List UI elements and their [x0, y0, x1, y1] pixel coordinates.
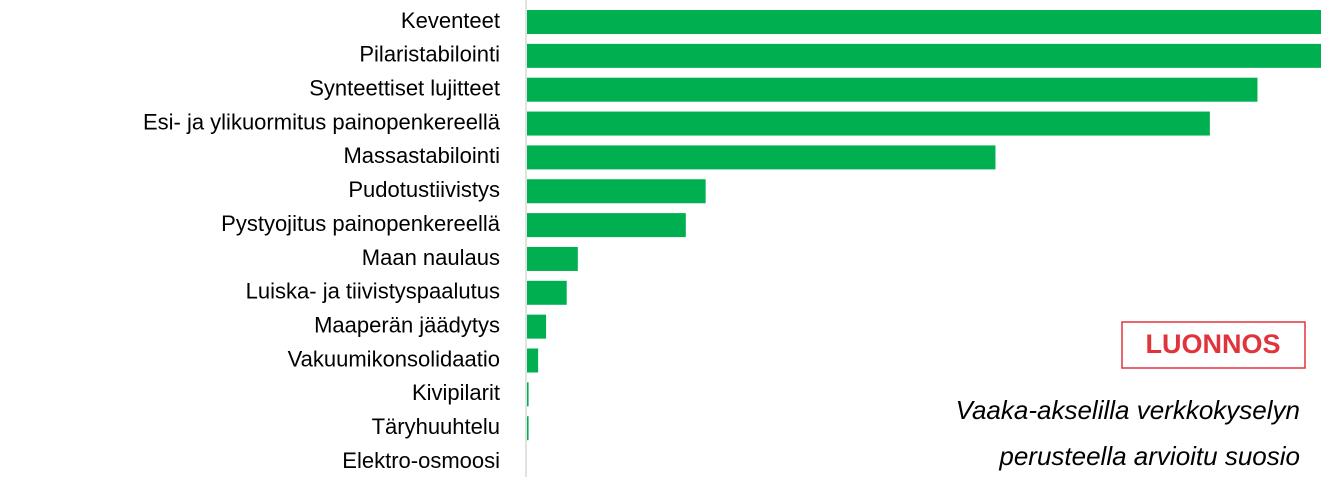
bar	[527, 43, 1321, 68]
bar	[527, 314, 547, 339]
y-tick-label: Keventeet	[401, 8, 500, 33]
bar	[527, 348, 539, 373]
y-tick-label: Luiska- ja tiivistyspaalutus	[246, 279, 500, 304]
y-tick-label: Maaperän jäädytys	[314, 312, 500, 337]
stamp: LUONNOS	[1146, 329, 1281, 359]
bar	[527, 179, 706, 204]
bar	[527, 10, 1321, 34]
note: perusteella arvioitu suosio	[998, 441, 1300, 471]
bar	[527, 111, 1210, 136]
y-tick-label: Massastabilointi	[343, 143, 500, 168]
y-tick-label: Pudotustiivistys	[348, 177, 500, 202]
y-tick-label: Elektro-osmoosi	[342, 448, 500, 473]
y-tick-label: Vakuumikonsolidaatio	[288, 346, 500, 371]
bar	[527, 213, 686, 238]
bar	[527, 382, 529, 407]
note: Vaaka-akselilla verkkokyselyn	[956, 395, 1300, 425]
bar	[527, 280, 567, 305]
bar	[527, 77, 1258, 102]
y-tick-label: Synteettiset lujitteet	[309, 76, 500, 101]
bar	[527, 246, 578, 271]
y-tick-label: Esi- ja ylikuormitus painopenkereellä	[143, 109, 501, 134]
bar	[527, 145, 996, 170]
y-tick-label: Täryhuuhtelu	[372, 414, 500, 439]
bar	[527, 416, 529, 441]
y-tick-label: Kivipilarit	[412, 380, 500, 405]
y-tick-label: Maan naulaus	[362, 245, 500, 270]
y-tick-label: Pystyojitus painopenkereellä	[221, 211, 501, 236]
stamp-box	[1121, 321, 1306, 369]
y-tick-label: Pilaristabilointi	[359, 42, 500, 67]
